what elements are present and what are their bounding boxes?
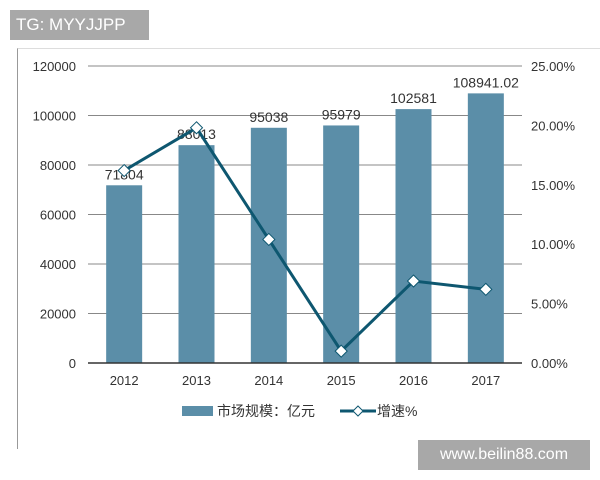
growth-line	[123, 125, 487, 354]
diamond-marker	[479, 282, 493, 297]
bar	[395, 109, 432, 363]
left-axis-tick: 100000	[33, 109, 76, 124]
legend-line-label: 增速%	[377, 403, 418, 419]
x-axis-tick: 2016	[399, 373, 428, 388]
x-axis-tick: 2014	[254, 373, 283, 388]
right-axis-tick: 10.00%	[531, 237, 576, 252]
right-axis-tick: 5.00%	[531, 297, 568, 312]
left-axis-tick: 60000	[40, 208, 76, 223]
diamond-marker	[262, 232, 276, 247]
left-axis-tick: 40000	[40, 257, 76, 272]
diamond-marker	[117, 163, 131, 178]
diamond-marker	[334, 344, 348, 358]
x-axis-tick: 2013	[182, 373, 211, 388]
left-axis-tick: 0	[69, 356, 76, 371]
watermark-bottom: www.beilin88.com	[418, 440, 590, 470]
x-axis-tick: 2012	[110, 373, 139, 388]
bar	[323, 125, 360, 364]
legend-bar-label: 市场规模：亿元	[217, 403, 315, 419]
bar	[467, 93, 504, 363]
left-axis-tick: 80000	[40, 158, 76, 173]
legend-bar-swatch	[182, 406, 213, 416]
chart-frame	[17, 48, 600, 449]
bar	[178, 145, 215, 363]
diamond-marker	[406, 274, 421, 288]
right-axis-tick: 20.00%	[531, 118, 576, 133]
x-axis-tick: 2017	[471, 373, 500, 388]
bar-value-label: 102581	[390, 90, 437, 106]
legend: 市场规模：亿元 增速%	[182, 401, 417, 421]
legend-line-marker-icon	[340, 405, 376, 417]
bar	[106, 185, 143, 363]
bar-value-label: 95038	[249, 109, 288, 125]
right-axis-tick: 25.00%	[531, 59, 576, 74]
bar-value-label: 95979	[322, 106, 361, 122]
left-axis-tick: 20000	[40, 307, 76, 322]
bar-value-label: 108941.02	[453, 74, 519, 90]
diamond-marker	[189, 121, 204, 135]
x-axis-tick: 2015	[327, 373, 356, 388]
watermark-top: TG: MYYJJPP	[10, 10, 149, 40]
right-axis-tick: 15.00%	[531, 178, 576, 193]
left-axis-tick: 120000	[33, 59, 76, 74]
right-axis-tick: 0.00%	[531, 356, 568, 371]
